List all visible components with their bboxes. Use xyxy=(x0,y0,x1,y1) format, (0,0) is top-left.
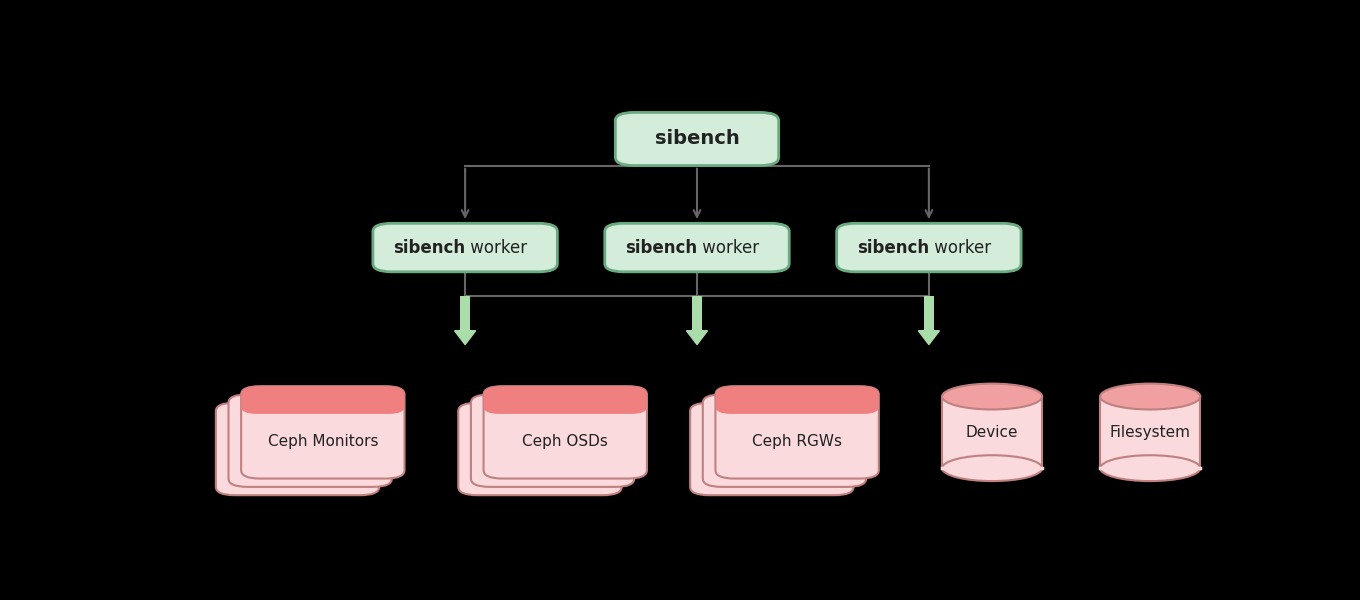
Polygon shape xyxy=(918,331,940,344)
FancyBboxPatch shape xyxy=(484,386,647,479)
Text: sibench: sibench xyxy=(393,239,465,257)
FancyBboxPatch shape xyxy=(715,386,879,479)
FancyBboxPatch shape xyxy=(241,386,404,479)
FancyBboxPatch shape xyxy=(605,223,789,272)
FancyBboxPatch shape xyxy=(690,403,854,495)
Text: sibench: sibench xyxy=(624,239,696,257)
Polygon shape xyxy=(687,331,707,344)
FancyBboxPatch shape xyxy=(836,223,1021,272)
FancyBboxPatch shape xyxy=(484,386,647,414)
Bar xyxy=(942,397,1042,468)
FancyBboxPatch shape xyxy=(241,386,404,414)
Text: Device: Device xyxy=(966,425,1019,440)
FancyBboxPatch shape xyxy=(615,112,779,166)
FancyBboxPatch shape xyxy=(703,394,866,487)
Text: Ceph OSDs: Ceph OSDs xyxy=(522,434,608,449)
FancyBboxPatch shape xyxy=(216,403,379,495)
FancyBboxPatch shape xyxy=(471,394,634,487)
Text: worker: worker xyxy=(696,239,759,257)
Text: worker: worker xyxy=(465,239,528,257)
Text: Filesystem: Filesystem xyxy=(1110,425,1191,440)
Text: sibench: sibench xyxy=(857,239,929,257)
Ellipse shape xyxy=(942,455,1042,481)
Bar xyxy=(925,296,933,331)
FancyBboxPatch shape xyxy=(715,386,879,414)
Ellipse shape xyxy=(942,383,1042,409)
Text: Ceph RGWs: Ceph RGWs xyxy=(752,434,842,449)
FancyBboxPatch shape xyxy=(458,403,622,495)
FancyBboxPatch shape xyxy=(373,223,558,272)
FancyBboxPatch shape xyxy=(228,394,392,487)
Ellipse shape xyxy=(1100,455,1201,481)
Bar xyxy=(461,296,469,331)
Text: worker: worker xyxy=(929,239,991,257)
Text: Ceph Monitors: Ceph Monitors xyxy=(268,434,378,449)
Ellipse shape xyxy=(1100,383,1201,409)
Bar xyxy=(692,296,702,331)
Bar xyxy=(1100,397,1201,468)
Text: sibench: sibench xyxy=(654,130,740,148)
Polygon shape xyxy=(454,331,476,344)
